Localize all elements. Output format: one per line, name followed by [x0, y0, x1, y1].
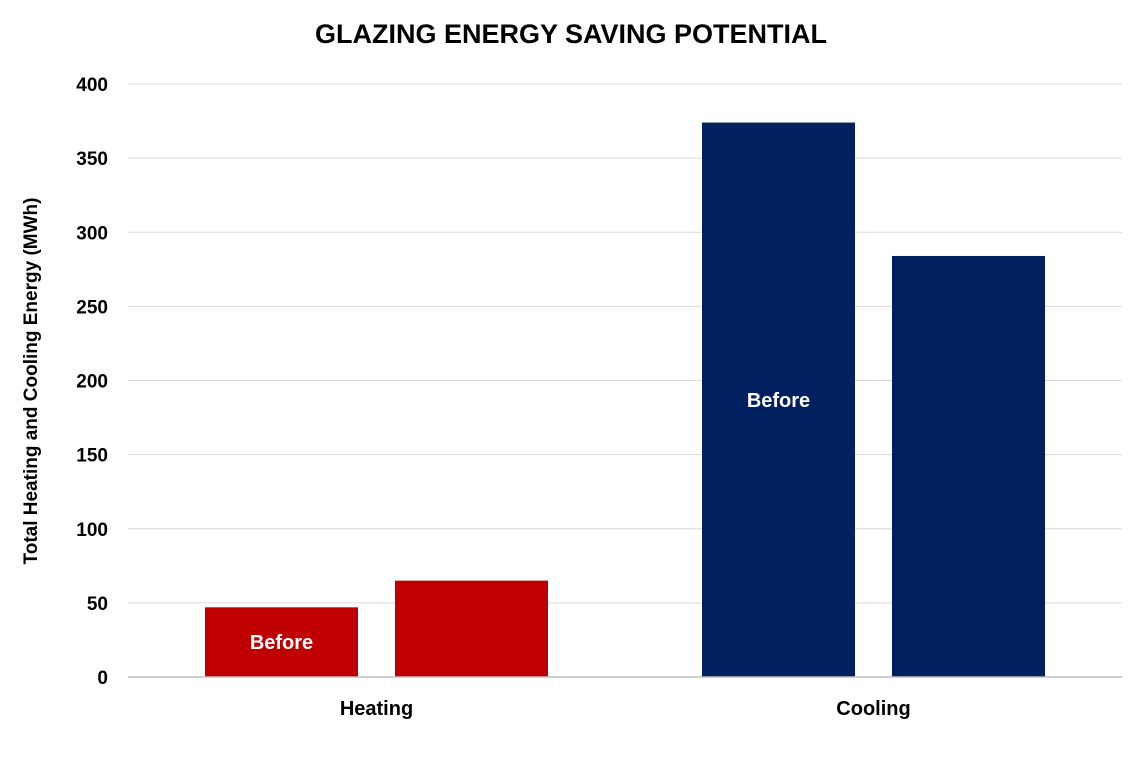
chart-title: GLAZING ENERGY SAVING POTENTIAL — [315, 19, 827, 49]
x-category-label: Cooling — [836, 698, 910, 720]
x-axis-categories: Heating Cooling — [340, 698, 911, 720]
y-tick-label: 0 — [97, 668, 108, 689]
y-tick-label: 100 — [76, 520, 108, 541]
bar-heating-2 — [395, 580, 548, 677]
y-tick-label: 400 — [76, 75, 108, 96]
y-tick-label: 250 — [76, 297, 108, 318]
bars: Before Before — [205, 122, 1045, 678]
y-tick-label: 200 — [76, 372, 108, 393]
y-axis-ticks: 0 50 100 150 200 250 300 350 400 — [76, 75, 108, 689]
y-tick-label: 150 — [76, 446, 108, 467]
bar-cooling-2 — [892, 255, 1045, 677]
gridlines — [128, 83, 1122, 604]
bar-data-label: Before — [747, 390, 810, 412]
y-tick-label: 300 — [76, 223, 108, 244]
bar-cooling-1 — [702, 122, 855, 678]
y-tick-label: 50 — [87, 594, 108, 615]
bar-data-label: Before — [250, 632, 313, 654]
y-axis-label: Total Heating and Cooling Energy (MWh) — [21, 198, 42, 565]
bar-heating-1 — [205, 607, 358, 677]
x-category-label: Heating — [340, 698, 413, 720]
y-tick-label: 350 — [76, 149, 108, 170]
